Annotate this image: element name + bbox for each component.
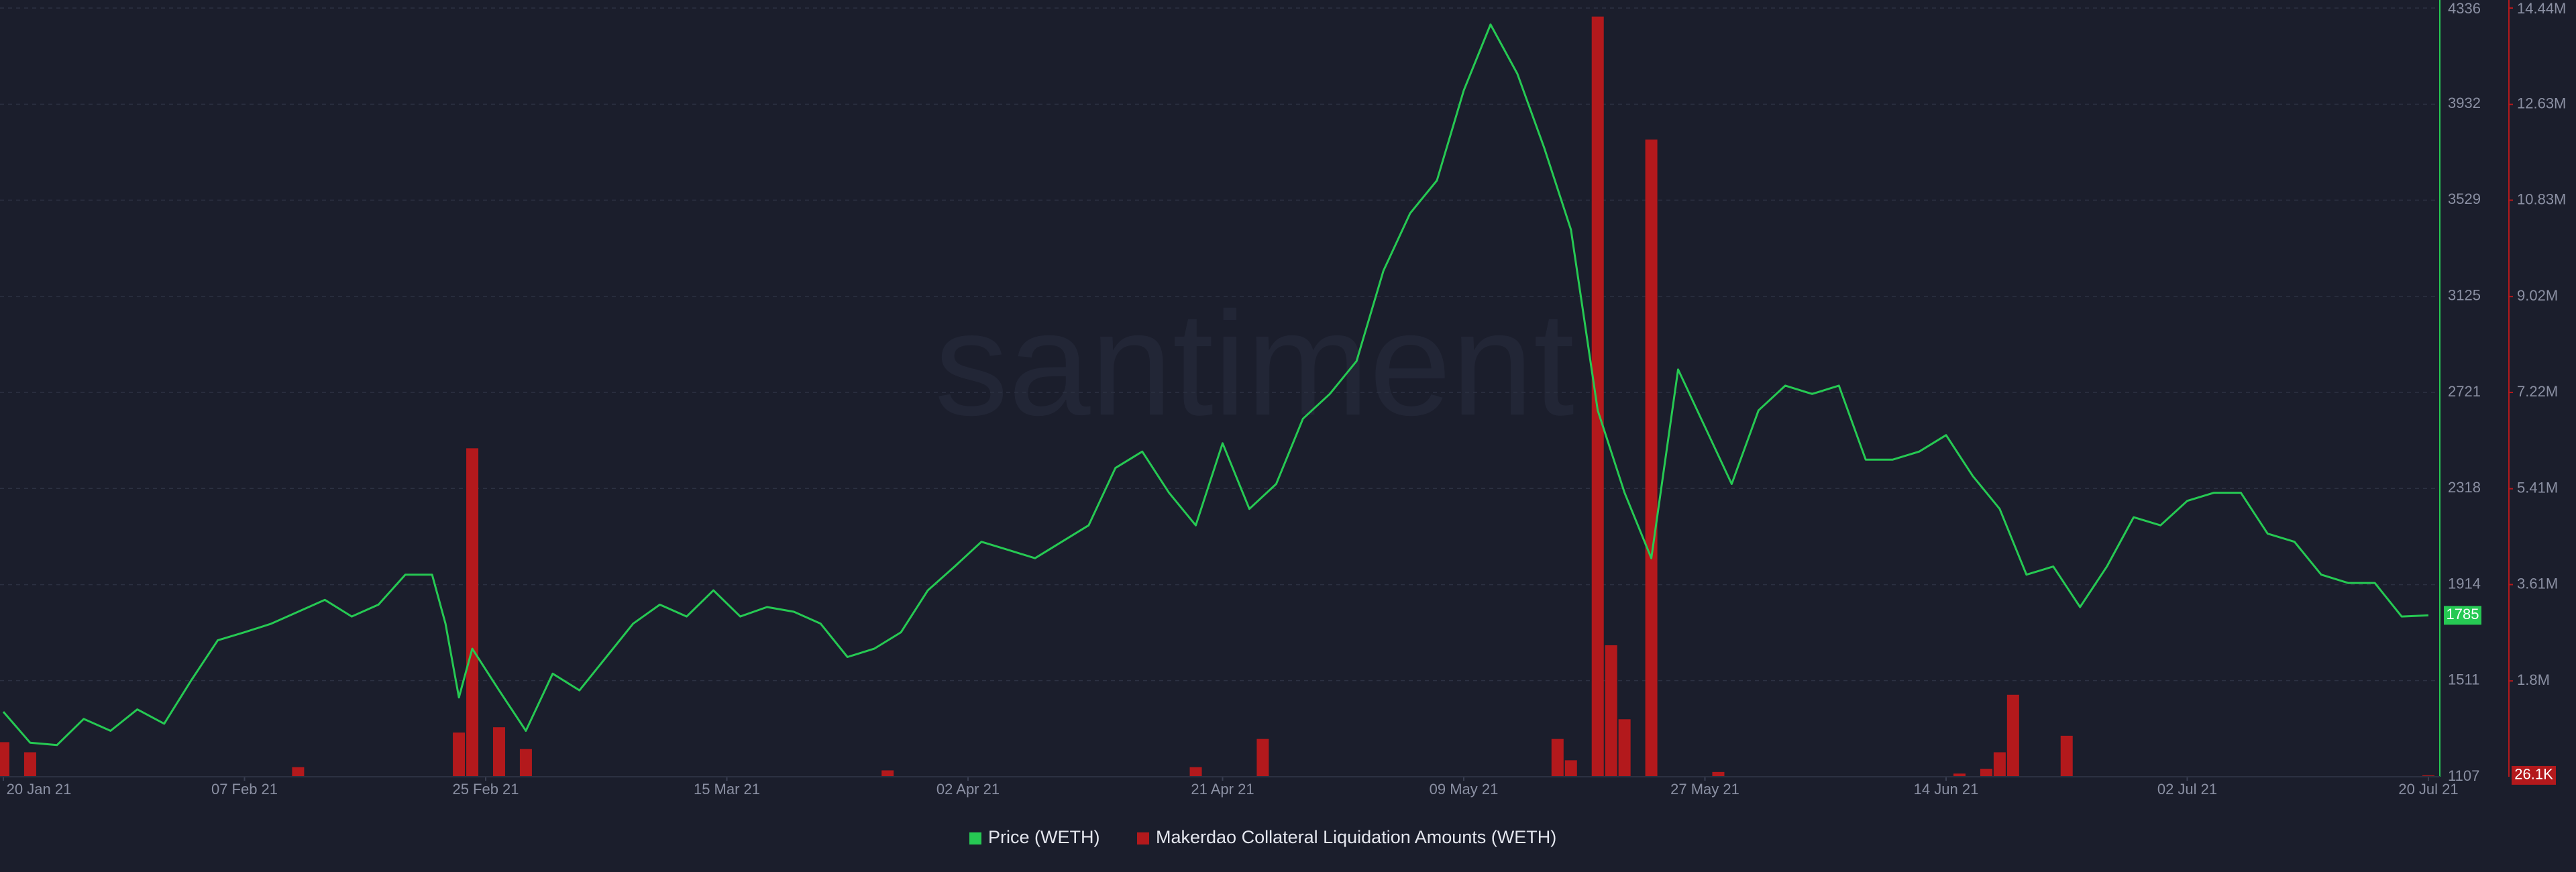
y-tick-label: 1511 [2448,671,2479,688]
bar [492,727,505,777]
x-tick-label: 07 Feb 21 [211,781,278,798]
price-line [2,23,2429,747]
y2-tick-label: 14.44M [2517,0,2566,17]
y-tick-label: 3125 [2448,287,2481,304]
x-tick-label: 20 Jan 21 [7,781,72,798]
liquidation-badge [2512,765,2556,785]
bar [1712,771,1725,777]
y-tick-label: 2721 [2448,383,2481,400]
y-tick-label: 2318 [2448,479,2481,496]
bar [1551,739,1564,777]
bar [881,770,894,777]
bar [1980,769,1992,777]
y-tick-label: 3529 [2448,190,2481,207]
bar [1953,773,1966,777]
liquidation-badge-label: 26.1K [2514,766,2553,783]
legend-label: Price (WETH) [988,827,1099,847]
x-tick-label: 27 May 21 [1670,781,1739,798]
x-tick-label: 14 Jun 21 [1914,781,1979,798]
bar [519,749,532,777]
y2-tick-label: 1.8M [2517,671,2550,688]
legend-label: Makerdao Collateral Liquidation Amounts … [1156,827,1556,847]
bar [2422,775,2434,777]
bar [453,732,466,777]
bar [0,742,9,777]
bar [1591,16,1604,777]
x-tick-label: 21 Apr 21 [1191,781,1254,798]
bar [466,448,479,777]
x-tick-label: 02 Apr 21 [936,781,1000,798]
bar [1645,140,1658,777]
legend-swatch [1137,832,1149,844]
x-tick-label: 09 May 21 [1430,781,1499,798]
bar [1256,739,1269,777]
legend-swatch [969,832,981,844]
bar [1605,645,1617,777]
y2-tick-label: 7.22M [2517,383,2558,400]
y2-tick-label: 9.02M [2517,287,2558,304]
x-tick-label: 15 Mar 21 [694,781,760,798]
bar [1993,752,2006,777]
price-badge-label: 1785 [2447,606,2479,622]
bar [292,767,305,777]
watermark: santiment [934,281,1574,446]
bar [1564,760,1577,777]
bar [2006,694,2019,777]
y-tick-label: 3932 [2448,95,2481,111]
bar [2060,735,2073,777]
bar [1618,719,1631,777]
x-tick-label: 20 Jul 21 [2398,781,2458,798]
bar [1189,767,1202,777]
x-tick-label: 02 Jul 21 [2157,781,2217,798]
bar [23,752,36,777]
y2-tick-label: 12.63M [2517,95,2566,111]
price-badge [2444,606,2481,625]
y-tick-label: 4336 [2448,0,2481,17]
y2-tick-label: 3.61M [2517,575,2558,592]
y-tick-label: 1914 [2448,575,2481,592]
y-tick-label: 1107 [2448,767,2479,784]
x-tick-label: 25 Feb 21 [452,781,519,798]
y2-tick-label: 5.41M [2517,479,2558,496]
y2-tick-label: 10.83M [2517,190,2566,207]
